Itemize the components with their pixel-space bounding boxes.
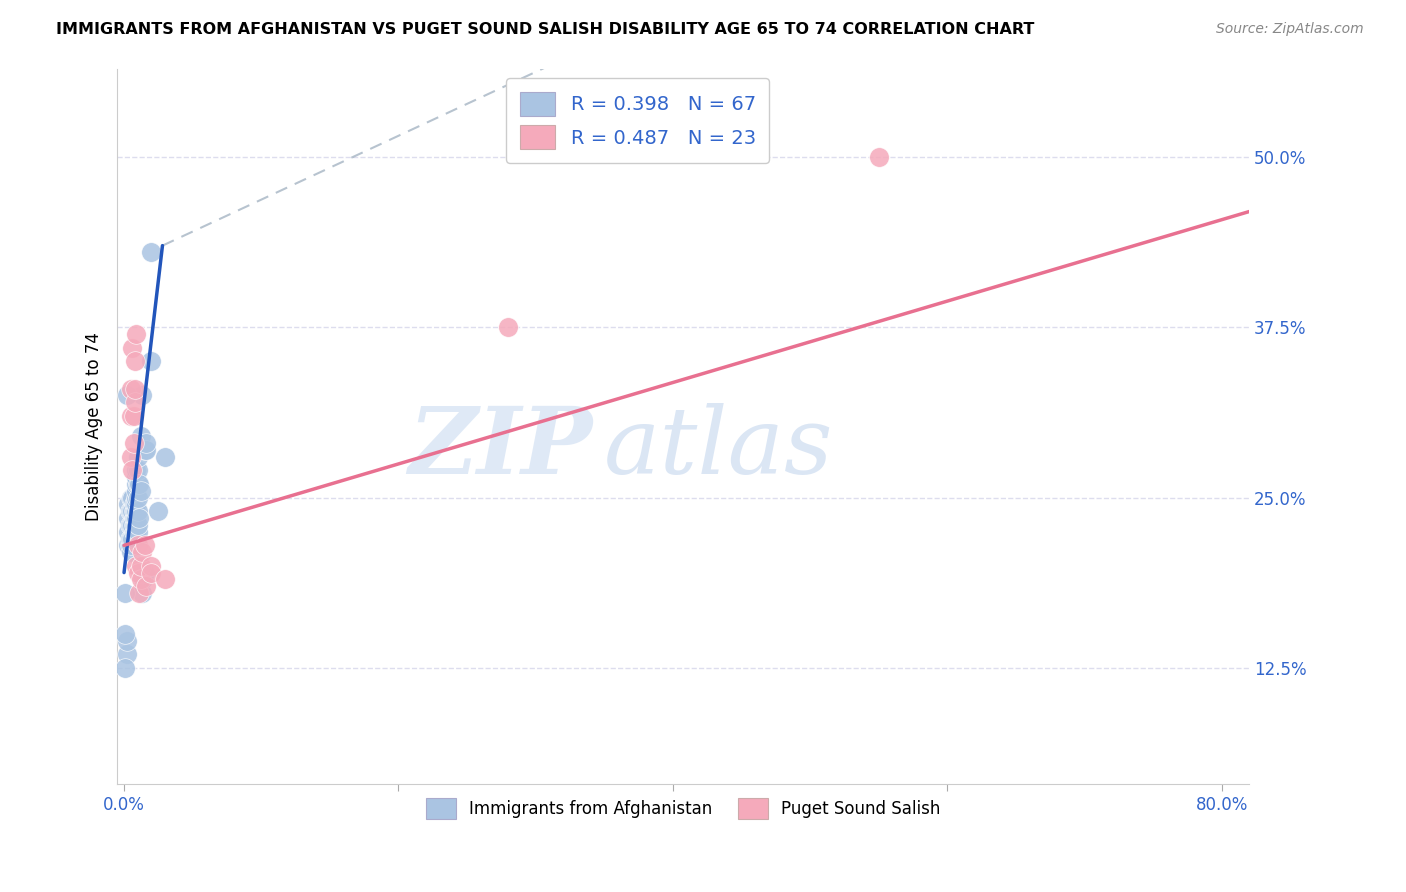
Point: [127, 463, 149, 477]
Point: [118, 517, 141, 532]
Point: [118, 538, 141, 552]
Point: [124, 524, 146, 539]
Point: [120, 450, 142, 464]
Point: [135, 436, 157, 450]
Point: [129, 483, 152, 498]
Point: [141, 245, 163, 260]
Point: [125, 511, 148, 525]
Point: [117, 538, 139, 552]
Point: [125, 491, 148, 505]
Point: [125, 504, 148, 518]
Point: [129, 429, 152, 443]
Point: [122, 504, 145, 518]
Point: [124, 382, 146, 396]
Point: [125, 463, 148, 477]
Point: [125, 558, 148, 573]
Point: [121, 532, 143, 546]
Point: [120, 517, 142, 532]
Point: [125, 524, 148, 539]
Point: [155, 450, 177, 464]
Point: [120, 532, 142, 546]
Point: [120, 538, 142, 552]
Point: [135, 442, 157, 457]
Point: [115, 648, 138, 662]
Point: [131, 586, 153, 600]
Point: [125, 483, 148, 498]
Point: [127, 517, 149, 532]
Point: [125, 517, 148, 532]
Point: [141, 566, 163, 580]
Point: [125, 477, 148, 491]
Text: atlas: atlas: [605, 402, 834, 492]
Point: [120, 382, 142, 396]
Point: [128, 477, 150, 491]
Point: [128, 511, 150, 525]
Point: [131, 545, 153, 559]
Point: [114, 586, 136, 600]
Point: [141, 354, 163, 368]
Point: [115, 388, 138, 402]
Point: [115, 633, 138, 648]
Point: [496, 320, 519, 334]
Point: [124, 395, 146, 409]
Point: [125, 327, 148, 342]
Point: [127, 524, 149, 539]
Point: [127, 450, 149, 464]
Point: [127, 566, 149, 580]
Point: [114, 661, 136, 675]
Point: [127, 491, 149, 505]
Point: [117, 511, 139, 525]
Point: [122, 436, 145, 450]
Point: [122, 511, 145, 525]
Point: [148, 504, 170, 518]
Point: [117, 524, 139, 539]
Point: [129, 558, 152, 573]
Point: [120, 409, 142, 423]
Legend: Immigrants from Afghanistan, Puget Sound Salish: Immigrants from Afghanistan, Puget Sound…: [419, 792, 948, 825]
Point: [127, 538, 149, 552]
Point: [155, 573, 177, 587]
Point: [121, 341, 143, 355]
Point: [124, 504, 146, 518]
Point: [122, 409, 145, 423]
Point: [121, 491, 143, 505]
Y-axis label: Disability Age 65 to 74: Disability Age 65 to 74: [86, 332, 103, 521]
Point: [127, 504, 149, 518]
Text: Source: ZipAtlas.com: Source: ZipAtlas.com: [1216, 22, 1364, 37]
Text: IMMIGRANTS FROM AFGHANISTAN VS PUGET SOUND SALISH DISABILITY AGE 65 TO 74 CORREL: IMMIGRANTS FROM AFGHANISTAN VS PUGET SOU…: [56, 22, 1035, 37]
Point: [132, 573, 155, 587]
Point: [134, 538, 156, 552]
Point: [124, 354, 146, 368]
Text: ZIP: ZIP: [408, 402, 592, 492]
Point: [118, 504, 141, 518]
Point: [125, 532, 148, 546]
Point: [114, 627, 136, 641]
Point: [127, 477, 149, 491]
Point: [129, 573, 152, 587]
Point: [125, 470, 148, 484]
Point: [124, 511, 146, 525]
Point: [117, 498, 139, 512]
Point: [124, 498, 146, 512]
Point: [121, 517, 143, 532]
Point: [131, 388, 153, 402]
Point: [134, 566, 156, 580]
Point: [124, 517, 146, 532]
Point: [121, 463, 143, 477]
Point: [122, 524, 145, 539]
Point: [128, 586, 150, 600]
Point: [135, 579, 157, 593]
Point: [120, 504, 142, 518]
Point: [118, 532, 141, 546]
Point: [120, 491, 142, 505]
Point: [122, 498, 145, 512]
Point: [122, 517, 145, 532]
Point: [134, 442, 156, 457]
Point: [141, 558, 163, 573]
Point: [121, 504, 143, 518]
Point: [125, 498, 148, 512]
Point: [120, 545, 142, 559]
Point: [868, 150, 890, 164]
